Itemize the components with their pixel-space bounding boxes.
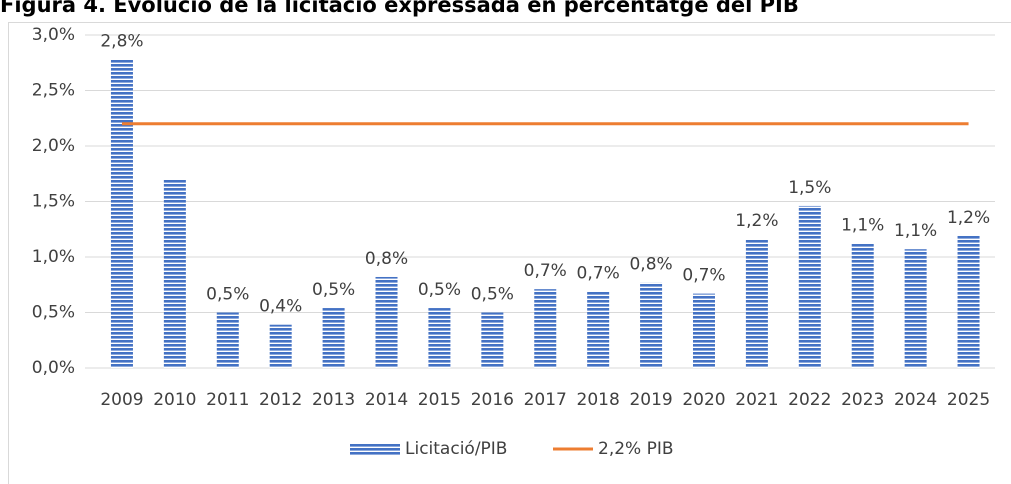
bar	[428, 308, 451, 368]
bar	[269, 324, 292, 368]
bar	[904, 249, 927, 368]
data-label: 0,4%	[259, 297, 302, 317]
bar	[957, 235, 980, 368]
x-tick-label: 2022	[788, 390, 831, 410]
data-label: 0,5%	[312, 280, 355, 300]
bar	[110, 59, 133, 369]
x-tick-label: 2020	[682, 390, 725, 410]
x-tick-label: 2024	[894, 390, 937, 410]
data-label: 0,8%	[629, 255, 672, 275]
bar	[640, 282, 663, 368]
x-tick-label: 2018	[577, 390, 620, 410]
bar	[692, 293, 715, 368]
x-tick-label: 2010	[153, 390, 196, 410]
bar	[534, 289, 557, 368]
data-label: 0,8%	[365, 249, 408, 269]
x-tick-label: 2011	[206, 390, 249, 410]
bar	[798, 205, 821, 368]
bar	[481, 312, 504, 368]
bar	[216, 312, 239, 368]
x-tick-label: 2021	[735, 390, 778, 410]
data-label: 1,1%	[841, 216, 884, 236]
x-tick-label: 2025	[947, 390, 990, 410]
legend-label: 2,2% PIB	[598, 439, 674, 459]
bar	[745, 239, 768, 368]
y-tick-label: 1,5%	[32, 192, 75, 212]
y-tick-label: 2,5%	[32, 81, 75, 101]
data-label: 1,2%	[947, 208, 990, 228]
y-tick-label: 2,0%	[32, 136, 75, 156]
data-label: 0,5%	[418, 280, 461, 300]
x-tick-label: 2016	[471, 390, 514, 410]
x-tick-label: 2013	[312, 390, 355, 410]
y-tick-label: 3,0%	[32, 25, 75, 45]
x-tick-label: 2023	[841, 390, 884, 410]
y-tick-label: 1,0%	[32, 247, 75, 267]
bar	[375, 276, 398, 368]
y-tick-label: 0,5%	[32, 303, 75, 323]
x-tick-label: 2012	[259, 390, 302, 410]
bar	[587, 291, 610, 368]
x-tick-label: 2015	[418, 390, 461, 410]
x-tick-label: 2009	[100, 390, 143, 410]
data-label: 0,7%	[682, 266, 725, 286]
x-tick-label: 2017	[524, 390, 567, 410]
bar	[163, 179, 186, 368]
data-label: 0,5%	[471, 285, 514, 305]
x-tick-label: 2014	[365, 390, 408, 410]
x-tick-label: 2019	[629, 390, 672, 410]
data-label: 0,7%	[577, 263, 620, 283]
data-label: 2,8%	[100, 31, 143, 51]
legend-label: Licitació/PIB	[405, 439, 507, 459]
data-label: 0,7%	[524, 261, 567, 281]
data-label: 1,5%	[788, 178, 831, 198]
bar	[851, 243, 874, 368]
bar	[322, 308, 345, 368]
legend-swatch	[350, 443, 400, 455]
chart-title: Figura 4. Evolució de la licitació expre…	[0, 0, 799, 17]
data-label: 1,1%	[894, 221, 937, 241]
chart-border	[8, 22, 1011, 484]
data-label: 1,2%	[735, 211, 778, 231]
data-label: 0,5%	[206, 285, 249, 305]
y-tick-label: 0,0%	[32, 358, 75, 378]
